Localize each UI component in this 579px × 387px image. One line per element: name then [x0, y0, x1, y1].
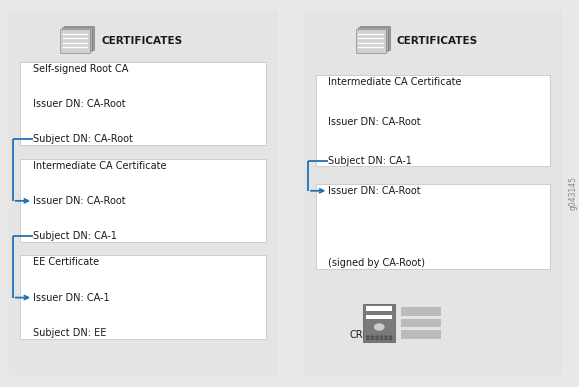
Text: Issuer DN: CA-Root: Issuer DN: CA-Root [33, 196, 126, 206]
Text: Intermediate CA Certificate: Intermediate CA Certificate [328, 77, 462, 87]
Bar [357, 27, 387, 51]
Bar [356, 29, 386, 53]
Circle shape [385, 336, 387, 337]
Text: Intermediate CA Certificate: Intermediate CA Certificate [33, 161, 167, 171]
Circle shape [367, 338, 369, 340]
Circle shape [390, 338, 392, 340]
Circle shape [380, 338, 383, 340]
Circle shape [380, 336, 383, 337]
Text: g043145: g043145 [569, 176, 578, 211]
Text: Subject DN: CA-1: Subject DN: CA-1 [33, 231, 117, 241]
Circle shape [371, 338, 373, 340]
FancyBboxPatch shape [316, 75, 550, 166]
Circle shape [371, 336, 373, 337]
Circle shape [376, 338, 378, 340]
Bar [364, 304, 395, 342]
Bar [401, 319, 441, 327]
Circle shape [376, 336, 378, 337]
Text: Issuer DN: CA-Root: Issuer DN: CA-Root [33, 99, 126, 109]
Text: CERTIFICATES: CERTIFICATES [101, 36, 182, 46]
Circle shape [390, 336, 392, 337]
Text: Issuer DN: CA-1: Issuer DN: CA-1 [33, 293, 109, 303]
Text: Subject DN: EE: Subject DN: EE [33, 328, 107, 338]
Circle shape [385, 338, 387, 340]
Text: Subject DN: CA-Root: Subject DN: CA-Root [33, 134, 133, 144]
Bar [401, 307, 441, 316]
Text: Issuer DN: CA-Root: Issuer DN: CA-Root [328, 186, 421, 196]
Bar [367, 315, 393, 319]
Text: EE Certificate: EE Certificate [33, 257, 99, 267]
Circle shape [367, 336, 369, 337]
Bar [9, 10, 278, 375]
Bar [367, 306, 393, 311]
Bar [63, 27, 92, 51]
Text: (signed by CA-Root): (signed by CA-Root) [328, 258, 426, 268]
Bar [60, 29, 90, 53]
Text: Self-signed Root CA: Self-signed Root CA [33, 64, 129, 74]
Bar [360, 26, 390, 50]
Text: Issuer DN: CA-Root: Issuer DN: CA-Root [328, 116, 421, 127]
Text: CERTIFICATES: CERTIFICATES [397, 36, 478, 46]
Bar [304, 10, 562, 375]
FancyBboxPatch shape [20, 62, 266, 145]
Circle shape [375, 324, 384, 330]
Text: CRL: CRL [349, 330, 368, 340]
Text: Subject DN: CA-1: Subject DN: CA-1 [328, 156, 412, 166]
FancyBboxPatch shape [20, 255, 266, 339]
Bar [401, 330, 441, 339]
Bar [64, 26, 94, 50]
FancyBboxPatch shape [20, 159, 266, 242]
FancyBboxPatch shape [316, 184, 550, 269]
